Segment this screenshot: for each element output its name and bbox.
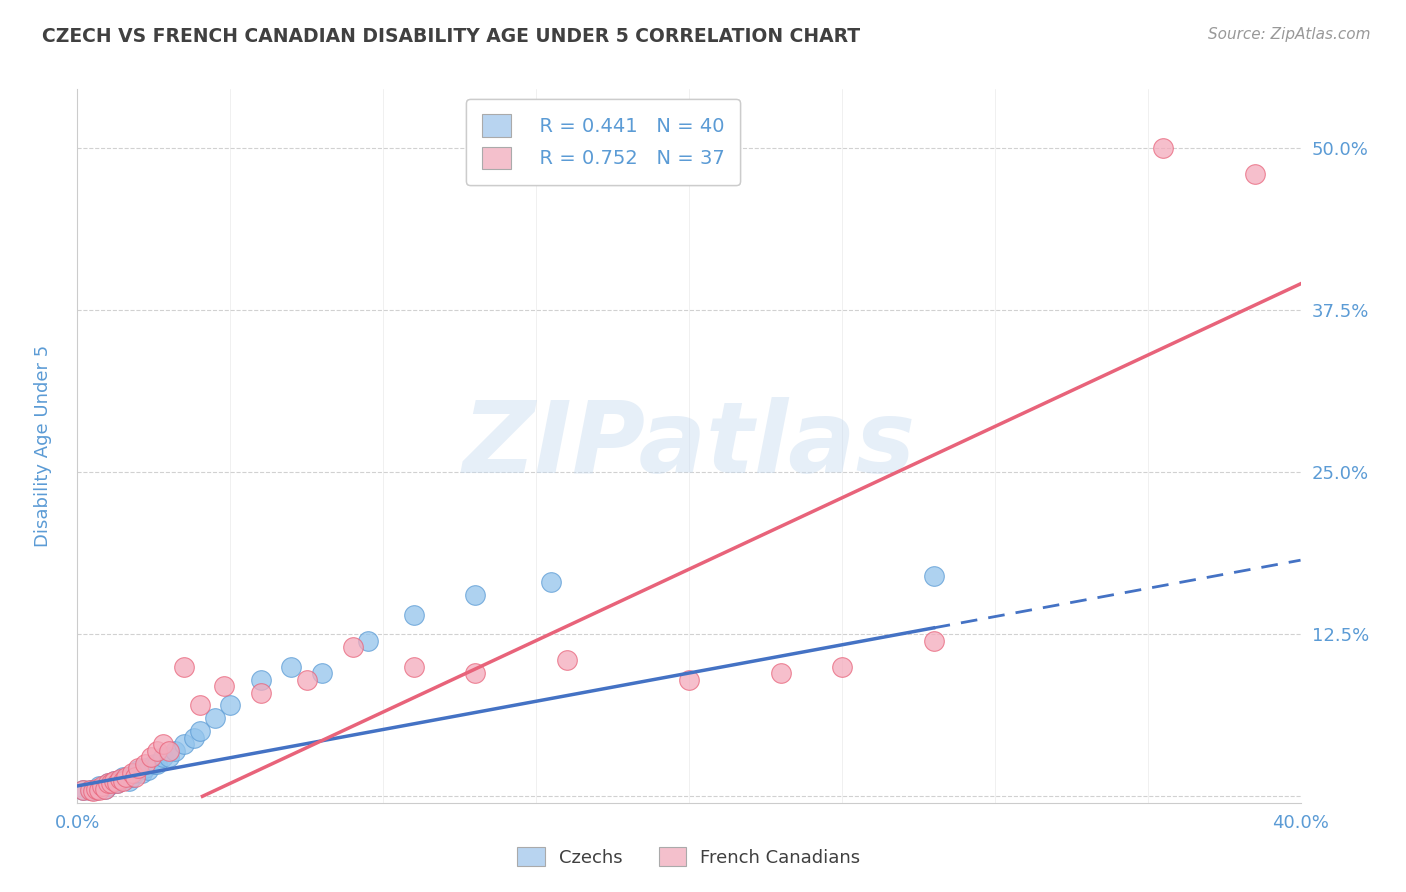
Point xyxy=(87,782,110,797)
Point xyxy=(280,659,302,673)
Point xyxy=(112,773,135,788)
Point xyxy=(112,770,135,784)
Point xyxy=(128,761,150,775)
Point xyxy=(72,782,94,797)
Point xyxy=(1152,140,1174,154)
Point xyxy=(118,773,141,788)
Point xyxy=(94,781,117,796)
Point xyxy=(678,673,700,687)
Point xyxy=(105,776,128,790)
Point xyxy=(342,640,364,654)
Point xyxy=(121,766,143,780)
Point xyxy=(922,568,945,582)
Text: CZECH VS FRENCH CANADIAN DISABILITY AGE UNDER 5 CORRELATION CHART: CZECH VS FRENCH CANADIAN DISABILITY AGE … xyxy=(42,27,860,45)
Point xyxy=(134,756,156,771)
Point xyxy=(142,756,165,771)
Point xyxy=(72,782,94,797)
Point xyxy=(115,770,138,784)
Point xyxy=(108,773,131,788)
Point xyxy=(157,744,180,758)
Point xyxy=(105,776,128,790)
Point xyxy=(188,724,211,739)
Point xyxy=(295,673,318,687)
Point xyxy=(250,685,273,699)
Text: ZIPatlas: ZIPatlas xyxy=(463,398,915,494)
Y-axis label: Disability Age Under 5: Disability Age Under 5 xyxy=(34,345,52,547)
Point xyxy=(831,659,853,673)
Point xyxy=(464,666,486,681)
Point xyxy=(250,673,273,687)
Point xyxy=(152,738,174,752)
Point xyxy=(540,575,562,590)
Point xyxy=(79,782,101,797)
Point xyxy=(115,772,138,787)
Point xyxy=(555,653,578,667)
Point xyxy=(139,750,162,764)
Point xyxy=(90,780,112,795)
Point xyxy=(204,711,226,725)
Text: Source: ZipAtlas.com: Source: ZipAtlas.com xyxy=(1208,27,1371,42)
Point xyxy=(124,770,146,784)
Point xyxy=(146,756,169,771)
Point xyxy=(124,766,146,780)
Point xyxy=(128,764,150,778)
Point xyxy=(103,773,125,788)
Point xyxy=(100,776,122,790)
Point xyxy=(84,781,107,796)
Point xyxy=(183,731,205,745)
Point xyxy=(165,744,187,758)
Point xyxy=(134,761,156,775)
Point xyxy=(94,781,117,796)
Point xyxy=(219,698,242,713)
Point xyxy=(84,782,107,797)
Point xyxy=(121,770,143,784)
Point xyxy=(146,744,169,758)
Point xyxy=(157,750,180,764)
Point xyxy=(97,776,120,790)
Point xyxy=(90,779,112,793)
Point xyxy=(173,738,195,752)
Point xyxy=(82,784,104,798)
Point xyxy=(87,779,110,793)
Point xyxy=(402,607,425,622)
Point xyxy=(79,782,101,797)
Point xyxy=(464,588,486,602)
Legend:   R = 0.441   N = 40,   R = 0.752   N = 37: R = 0.441 N = 40, R = 0.752 N = 37 xyxy=(467,99,740,185)
Point xyxy=(402,659,425,673)
Point xyxy=(82,782,104,797)
Point xyxy=(97,776,120,790)
Point xyxy=(131,766,153,780)
Point xyxy=(173,659,195,673)
Legend: Czechs, French Canadians: Czechs, French Canadians xyxy=(510,840,868,874)
Point xyxy=(1243,167,1265,181)
Point xyxy=(311,666,333,681)
Point xyxy=(188,698,211,713)
Point xyxy=(108,772,131,787)
Point xyxy=(769,666,792,681)
Point xyxy=(922,633,945,648)
Point xyxy=(97,779,120,793)
Point xyxy=(136,764,159,778)
Point xyxy=(100,776,122,790)
Point xyxy=(212,679,235,693)
Point xyxy=(152,750,174,764)
Point xyxy=(103,773,125,788)
Point xyxy=(357,633,380,648)
